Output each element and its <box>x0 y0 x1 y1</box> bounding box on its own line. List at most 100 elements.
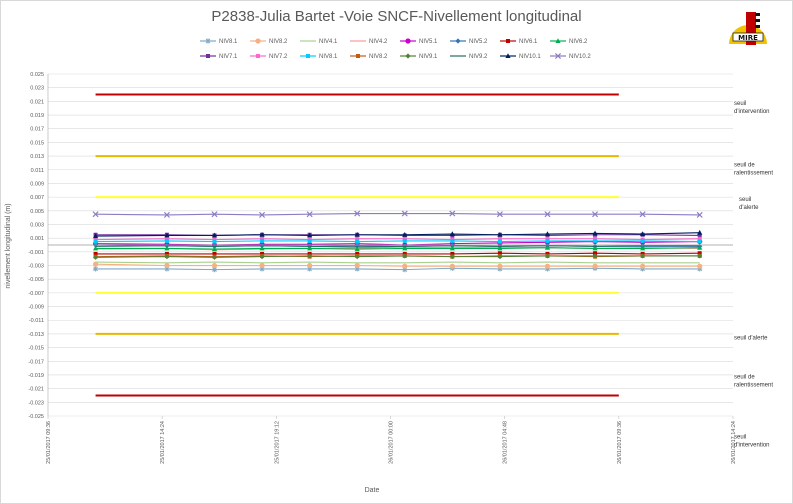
threshold-annotations: seuil d'intervention seuil de ralentissemen… <box>734 101 773 449</box>
y-tick-label: 0.023 <box>30 86 44 92</box>
data-point <box>307 262 313 269</box>
data-point <box>544 231 551 237</box>
legend-entry: NIV7.2 <box>250 54 288 60</box>
legend-entry: NIV4.1 <box>300 39 338 45</box>
chart-title: P2838-Julia Bartet -Voie SNCF-Nivellemen… <box>211 8 582 25</box>
series-line <box>95 241 700 246</box>
data-point <box>497 251 502 256</box>
legend-label: NIV10.2 <box>569 54 591 60</box>
data-point <box>497 254 503 260</box>
data-point <box>697 251 702 256</box>
data-point <box>696 211 703 218</box>
data-point <box>697 266 703 272</box>
data-point <box>544 263 551 269</box>
data-point <box>544 266 551 272</box>
y-tick-label: -0.011 <box>29 318 44 324</box>
legend-marker <box>555 38 561 43</box>
y-tick-label: -0.023 <box>28 400 44 406</box>
data-point <box>640 253 646 259</box>
data-point <box>259 211 266 218</box>
data-point <box>93 237 98 242</box>
y-tick-label: -0.021 <box>28 387 44 393</box>
data-point <box>92 233 99 239</box>
data-point <box>496 211 503 218</box>
data-point <box>164 232 170 238</box>
data-point <box>307 266 313 272</box>
y-tick-label: -0.017 <box>28 359 44 365</box>
data-point <box>545 236 550 241</box>
data-point <box>449 263 455 269</box>
legend-entry: NIV8.2 <box>250 38 288 45</box>
data-point <box>92 261 99 267</box>
series-line <box>95 263 700 267</box>
axes: -0.025 -0.023 -0.021 -0.019 -0.017 -0.015 -0.0… <box>28 72 737 464</box>
y-tick-label: -0.013 <box>28 332 44 338</box>
series-niv9-2-13 <box>95 245 700 248</box>
data-point <box>497 266 503 272</box>
legend-label: NIV10.1 <box>519 54 541 60</box>
y-tick-label: 0.013 <box>30 154 44 160</box>
data-point <box>163 211 170 218</box>
data-point <box>355 236 360 241</box>
legend-marker <box>455 38 461 44</box>
series-niv10-2-15 <box>92 210 703 218</box>
data-point <box>640 245 646 251</box>
y-tick-label: -0.007 <box>28 291 44 297</box>
y-tick-label: 0.007 <box>30 195 44 201</box>
legend-entry: NIV8.1 <box>200 38 238 45</box>
data-point <box>211 246 218 252</box>
svg-text:MIRE: MIRE <box>738 34 758 42</box>
data-point <box>697 236 702 241</box>
legend-marker <box>356 54 360 58</box>
y-tick-label: -0.015 <box>28 346 44 352</box>
legend-label: NIV7.2 <box>269 54 288 60</box>
series-niv8-2-1 <box>92 261 703 269</box>
data-point <box>640 263 646 269</box>
legend-label: NIV8.2 <box>369 54 388 60</box>
data-point <box>259 254 265 260</box>
data-point <box>402 238 407 243</box>
data-point <box>697 239 702 244</box>
legend-marker <box>205 38 211 44</box>
data-point <box>354 266 360 272</box>
data-point <box>697 233 702 238</box>
data-point <box>697 263 703 269</box>
data-point <box>164 262 170 269</box>
legend-marker <box>255 38 261 44</box>
threshold-annotation: seuil d'alerte <box>734 335 768 341</box>
legend-marker <box>405 38 411 44</box>
data-point <box>259 245 265 251</box>
mire-logo: MIRE <box>725 10 771 48</box>
data-point <box>592 253 598 259</box>
data-point <box>497 245 503 251</box>
y-tick-label: 0.003 <box>30 222 44 228</box>
data-point <box>449 210 456 217</box>
data-point <box>354 210 361 217</box>
data-point <box>593 251 598 256</box>
data-point <box>544 244 551 250</box>
series-niv8-1-10 <box>93 238 702 244</box>
legend-label: NIV4.2 <box>369 39 388 45</box>
legend-label: NIV6.2 <box>569 39 588 45</box>
data-point <box>212 251 217 256</box>
data-point <box>260 236 265 241</box>
data-point <box>211 254 218 260</box>
data-point <box>306 211 313 218</box>
data-point <box>450 238 455 243</box>
data-point <box>402 236 407 241</box>
data-point <box>259 231 265 237</box>
y-tick-label: -0.019 <box>28 373 44 379</box>
legend-label: NIV9.2 <box>469 54 488 60</box>
data-point <box>401 210 408 217</box>
data-point <box>354 262 360 269</box>
series-niv4-1-2 <box>95 261 700 264</box>
data-point <box>402 253 408 259</box>
series-niv6-2-7 <box>92 244 703 252</box>
data-point <box>307 232 313 238</box>
data-point <box>211 232 218 238</box>
legend-marker <box>256 54 260 58</box>
legend-label: NIV9.1 <box>419 54 438 60</box>
legend-label: NIV6.1 <box>519 39 538 45</box>
data-point <box>592 245 598 251</box>
